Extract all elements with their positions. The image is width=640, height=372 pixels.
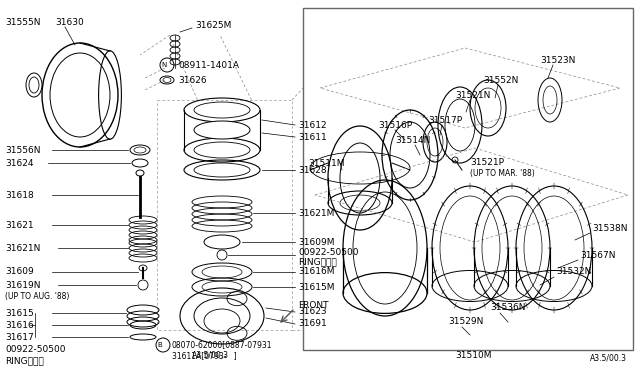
Text: 31517P: 31517P <box>428 115 462 125</box>
Text: 31521N: 31521N <box>455 90 490 99</box>
Ellipse shape <box>136 170 144 176</box>
Bar <box>303 8 633 350</box>
Bar <box>157 100 292 330</box>
Text: 31621N: 31621N <box>5 244 40 253</box>
Text: 31538N: 31538N <box>592 224 627 232</box>
Text: 31510M: 31510M <box>455 350 492 359</box>
Text: 00922-50500: 00922-50500 <box>5 346 65 355</box>
Text: RINGリング: RINGリング <box>5 356 44 366</box>
Text: 31556N: 31556N <box>5 145 40 154</box>
Text: 31624: 31624 <box>5 158 33 167</box>
Text: 31621M: 31621M <box>298 208 334 218</box>
Text: 31612: 31612 <box>298 121 326 129</box>
Text: 31616M: 31616M <box>298 267 335 276</box>
Text: 31626: 31626 <box>178 76 207 84</box>
Text: 31625M: 31625M <box>195 20 232 29</box>
Text: (UP TO MAR. '88): (UP TO MAR. '88) <box>470 169 535 177</box>
Ellipse shape <box>194 121 250 139</box>
Text: 31691: 31691 <box>298 320 327 328</box>
Text: 08911-1401A: 08911-1401A <box>178 61 239 70</box>
Text: 31514N: 31514N <box>395 135 430 144</box>
Text: 31611A[0793-   ]: 31611A[0793- ] <box>172 352 237 360</box>
Text: 31567N: 31567N <box>580 250 616 260</box>
Text: RINGリング: RINGリング <box>298 257 337 266</box>
Text: 31521P: 31521P <box>470 157 504 167</box>
Text: 31616: 31616 <box>5 321 34 330</box>
Text: 31615: 31615 <box>5 308 34 317</box>
Text: N: N <box>161 62 166 68</box>
Text: 31630: 31630 <box>55 17 84 26</box>
Text: 31617: 31617 <box>5 333 34 341</box>
Text: 31615M: 31615M <box>298 282 335 292</box>
Text: 08070-62000[0887-07931: 08070-62000[0887-07931 <box>172 340 273 350</box>
Text: 31552N: 31552N <box>483 76 518 84</box>
Text: 00922-50500: 00922-50500 <box>298 247 358 257</box>
Text: 31511M: 31511M <box>308 158 344 167</box>
Text: 31628: 31628 <box>298 166 326 174</box>
Text: A3.5/00.3: A3.5/00.3 <box>192 350 229 359</box>
Text: 31532N: 31532N <box>556 267 591 276</box>
Text: 31529N: 31529N <box>448 317 483 327</box>
Text: 31618: 31618 <box>5 190 34 199</box>
Text: 31555N: 31555N <box>5 17 40 26</box>
Text: 31621: 31621 <box>5 221 34 230</box>
Text: 31611: 31611 <box>298 132 327 141</box>
Text: 31609: 31609 <box>5 267 34 276</box>
Text: (UP TO AUG. '88): (UP TO AUG. '88) <box>5 292 69 301</box>
Text: 31619N: 31619N <box>5 280 40 289</box>
Text: FRONT: FRONT <box>298 301 328 311</box>
Text: 31623: 31623 <box>298 308 326 317</box>
Text: A3.5/00.3: A3.5/00.3 <box>590 353 627 362</box>
Text: B: B <box>157 342 163 348</box>
Text: 31609M: 31609M <box>298 237 335 247</box>
Text: 31516P: 31516P <box>378 121 412 129</box>
Text: 31523N: 31523N <box>540 55 575 64</box>
Text: 31536N: 31536N <box>490 304 525 312</box>
